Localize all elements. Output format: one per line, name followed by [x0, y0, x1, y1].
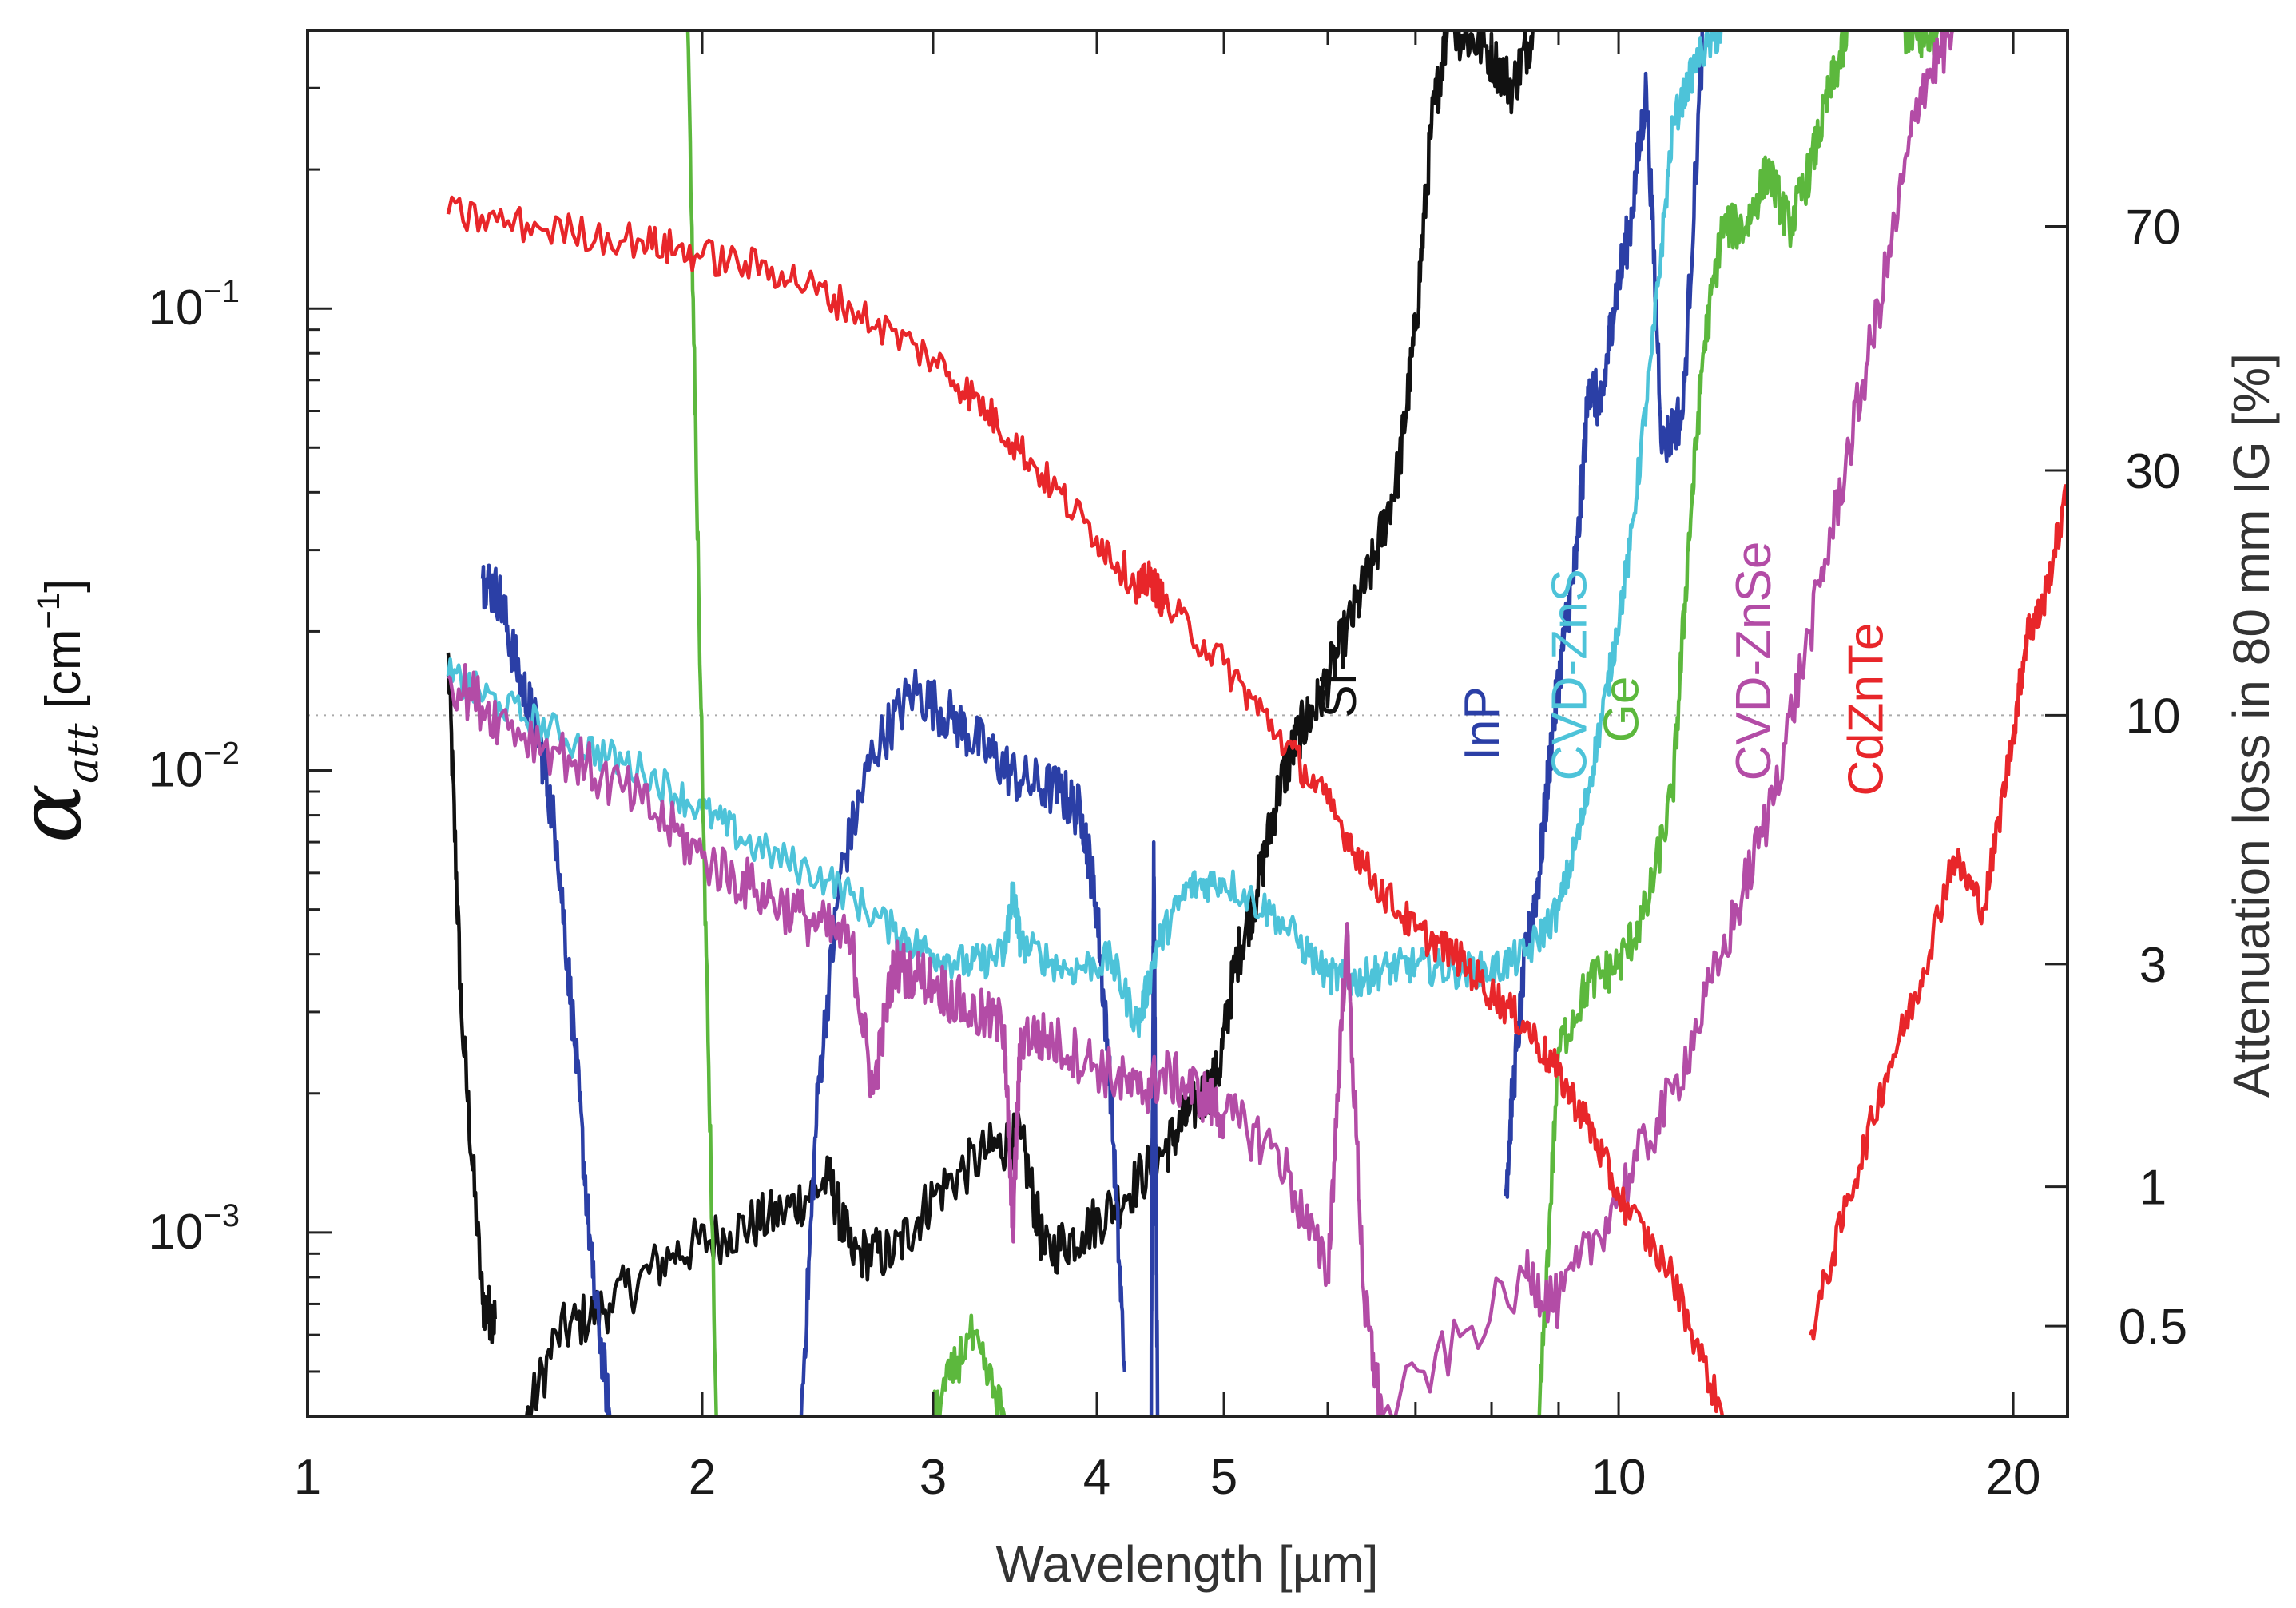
x-tick-label: 3 — [920, 1450, 947, 1505]
x-tick-label: 5 — [1210, 1450, 1237, 1505]
y-axis-unit-exponent: −1 — [31, 593, 66, 629]
series-label-cvd-zns: CVD-ZnS — [1543, 569, 1598, 780]
x-tick-label: 2 — [689, 1450, 716, 1505]
series-si-line-0 — [446, 652, 497, 1344]
series-cdznte-line-0 — [446, 195, 1725, 1416]
x-tick-label: 4 — [1083, 1450, 1110, 1505]
y2-tick-label: 10 — [2126, 689, 2181, 744]
series-si-line-1 — [524, 30, 1449, 1416]
y-axis-unit-close: ] — [36, 579, 91, 593]
series-group — [446, 30, 2068, 1416]
series-inp-line-2 — [1149, 840, 1160, 1416]
series-label-si: Si — [1312, 673, 1367, 717]
series-cvd-znse-line-0 — [447, 30, 1955, 1416]
x-axis-title: Wavelength [µm] — [995, 1535, 1378, 1593]
series-cdznte-line-1 — [1808, 484, 2068, 1341]
series-inp-line-0 — [480, 563, 612, 1416]
y-tick-label: 10−1 — [148, 274, 240, 335]
series-ge-line-0 — [685, 30, 718, 1416]
y-tick-label: 10−2 — [148, 737, 240, 798]
y2-tick-label: 3 — [2139, 938, 2167, 993]
y-axis-title: αatt [cm−1] — [0, 579, 108, 844]
series-ge-line-2 — [1537, 30, 1849, 1416]
right-axis-title: Attenuation loss in 80 mm IG [%] — [2223, 353, 2280, 1098]
series-inp-line-1 — [799, 669, 1127, 1416]
series-ge-line-3 — [1902, 30, 1940, 59]
series-label-cvd-znse: CVD-ZnSe — [1726, 542, 1782, 781]
series-inp-line-3 — [1504, 30, 1705, 1199]
y-axis-unit: [cm — [36, 629, 91, 709]
series-ge-line-1 — [931, 1313, 1007, 1416]
x-tick-label: 20 — [1986, 1450, 2041, 1505]
y-tick-label: 10−3 — [148, 1198, 240, 1260]
x-tick-label: 1 — [294, 1450, 321, 1505]
x-tick-label: 10 — [1591, 1450, 1647, 1505]
series-label-ge: Ge — [1595, 677, 1650, 743]
y2-tick-label: 1 — [2139, 1161, 2167, 1216]
axis-tick-labels: 1 2 3 4 5 10 20 10−1 10−2 10−3 70 30 10 3 1 0.5 — [148, 201, 2187, 1505]
y-axis-subscript: att — [58, 723, 108, 784]
axis-ticks — [306, 29, 2068, 1418]
series-label-cdznte: CdZnTe — [1839, 623, 1894, 796]
series-label-inp: InP — [1455, 686, 1510, 760]
y-axis-symbol: α — [0, 784, 101, 843]
y2-tick-label: 70 — [2126, 201, 2181, 256]
series-cvd-zns-line-0 — [446, 30, 1723, 1038]
plot-area — [308, 30, 2068, 1416]
y2-tick-label: 30 — [2126, 444, 2181, 499]
plot-frame — [306, 29, 2069, 1418]
series-si-line-2 — [1452, 30, 1535, 115]
y2-tick-label: 0.5 — [2119, 1300, 2187, 1355]
